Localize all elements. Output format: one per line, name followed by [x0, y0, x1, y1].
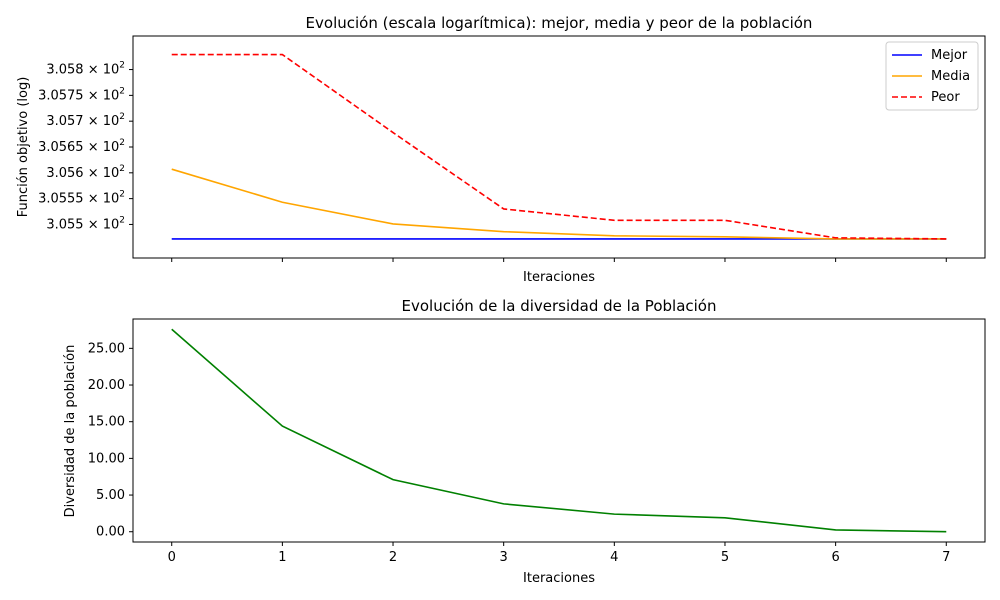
chart2-ytick-label: 20.00 [88, 378, 125, 393]
legend-label-peor: Peor [931, 90, 960, 105]
legend-label-media: Media [931, 69, 970, 84]
chart1-ytick-label: 3.058 × 102 [46, 61, 125, 78]
chart1-ytick-label: 3.057 × 102 [46, 112, 125, 129]
series-line-diversidad [171, 328, 947, 533]
chart2-xtick-label: 3 [500, 550, 508, 565]
series-line-peor [171, 53, 947, 240]
chart1-ytick-label: 3.056 × 102 [46, 164, 125, 181]
chart2-plot-frame [132, 318, 986, 543]
chart2-title: Evolución de la diversidad de la Poblaci… [402, 297, 717, 315]
chart2-xtick-label: 5 [721, 550, 729, 565]
legend-label-mejor: Mejor [931, 48, 968, 63]
chart1-title: Evolución (escala logarítmica): mejor, m… [306, 14, 813, 32]
chart1-ylabel: Función objetivo (log) [16, 77, 31, 218]
chart2-ytick-label: 5.00 [96, 488, 125, 503]
chart2-xtick-label: 7 [942, 550, 950, 565]
chart2-xlabel: Iteraciones [523, 571, 595, 586]
chart2-xtick-label: 2 [389, 550, 397, 565]
chart2-ytick-label: 10.00 [88, 451, 125, 466]
chart2-ylabel: Diversidad de la población [63, 345, 78, 518]
chart1-xlabel: Iteraciones [523, 270, 595, 285]
chart2-xtick-label: 1 [278, 550, 286, 565]
chart2-ytick-label: 25.00 [88, 341, 125, 356]
chart1-ytick-label: 3.055 × 102 [46, 215, 125, 232]
chart1-legend: Mejor Media Peor [885, 41, 979, 111]
chart2-xtick-label: 6 [831, 550, 839, 565]
chart2-ytick-label: 0.00 [96, 525, 125, 540]
series-line-media [171, 168, 947, 240]
chart1-ytick-label: 3.0575 × 102 [38, 86, 125, 103]
chart2-ytick-label: 15.00 [88, 415, 125, 430]
chart1-ytick-label: 3.0565 × 102 [38, 138, 125, 155]
chart1-plot-frame [132, 35, 986, 259]
legend-box [885, 41, 979, 111]
chart2-xtick-label: 0 [168, 550, 176, 565]
chart2-xtick-label: 4 [610, 550, 618, 565]
diversity-chart: Evolución de la diversidad de la Poblaci… [63, 297, 986, 586]
objective-chart: Evolución (escala logarítmica): mejor, m… [16, 14, 986, 285]
chart1-ytick-label: 3.0555 × 102 [38, 190, 125, 207]
